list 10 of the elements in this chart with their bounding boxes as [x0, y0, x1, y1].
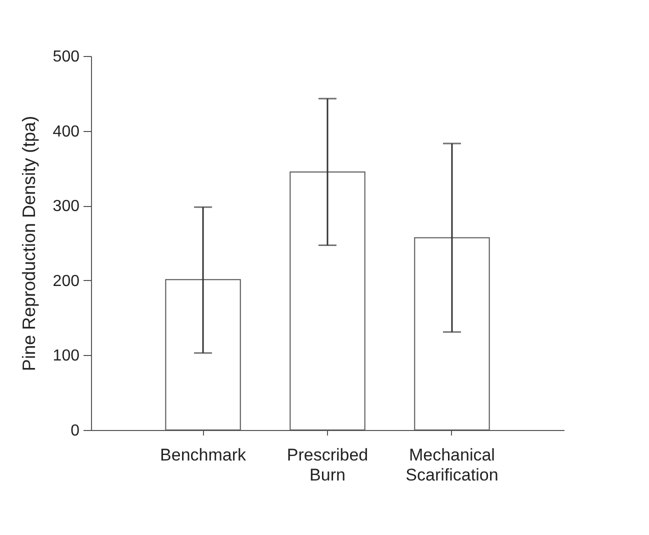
- y-tick-label: 0: [70, 422, 80, 440]
- y-tick-label: 200: [52, 272, 80, 290]
- y-tick-label: 300: [52, 198, 80, 216]
- y-tick-label: 400: [52, 123, 80, 140]
- y-axis-title: Pine Reproduction Density (tpa): [18, 116, 39, 372]
- x-tick-label: Prescribed Burn: [286, 446, 368, 484]
- y-tick-label: 500: [52, 48, 80, 66]
- x-tick-label: Benchmark: [160, 446, 247, 464]
- y-tick-label: 100: [52, 348, 80, 365]
- x-tick-label: Mechanical Scarification: [406, 446, 498, 484]
